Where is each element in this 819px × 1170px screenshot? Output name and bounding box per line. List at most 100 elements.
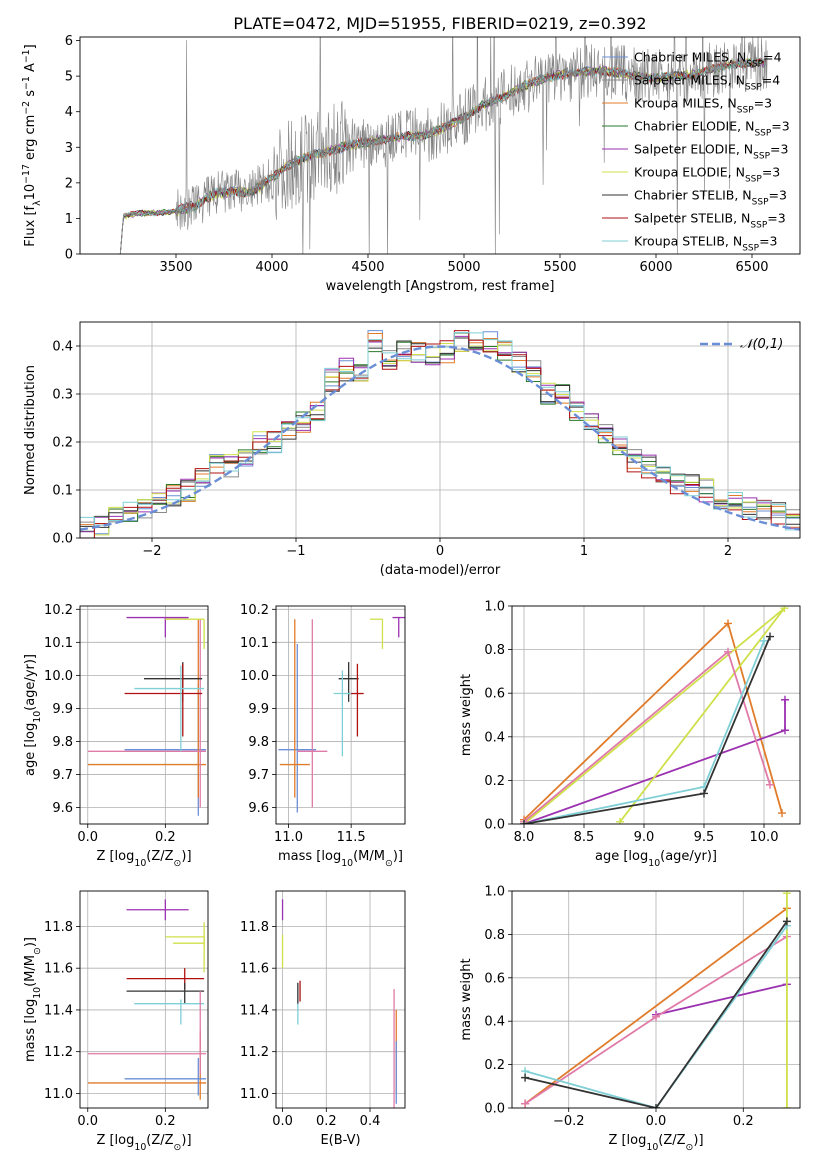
subscript: ⊙: [174, 1142, 182, 1153]
text-span: Chabrier STELIB, N: [634, 188, 752, 203]
text-span: ]: [698, 1133, 703, 1148]
text-span: mass weight: [459, 674, 474, 756]
text-span: =3: [769, 188, 787, 203]
y-tick-label: 9.7: [52, 768, 73, 783]
y-tick-label: 0.6: [484, 687, 505, 702]
weight-marker: [521, 1099, 530, 1108]
y-tick-label: 11.4: [240, 1003, 269, 1018]
text-span: Kroupa MILES, N: [634, 96, 737, 111]
x-tick-label: 0.0: [272, 1114, 293, 1129]
age-vs-mass-panel: 11.0 11.5 9.6 9.7 9.8 9.9 10.0 10.1 10.2 mass [lo…: [240, 603, 406, 869]
y-tick-label: 0: [65, 248, 73, 263]
weight-marker: [616, 817, 624, 824]
y-axis-label: mass weight: [459, 958, 474, 1040]
x-tick-label: 9.5: [694, 830, 715, 845]
y-tick-label: 11.2: [240, 1045, 269, 1060]
text-span: E(B-V): [320, 1133, 360, 1148]
text-span: Salpeter MILES, N: [634, 73, 745, 88]
text-span: 10: [23, 184, 38, 201]
y-tick-label: 9.6: [52, 801, 73, 816]
text-span: =3: [762, 165, 780, 180]
y-tick-label: 9.9: [248, 702, 269, 717]
weight-line: [524, 925, 788, 1108]
text-span: ]: [23, 937, 38, 942]
y-tick-label: 1.0: [484, 885, 505, 900]
x-tick-label: 0.2: [733, 1114, 754, 1129]
weight-vs-metallicity-panel: −0.2 0.0 0.2 0.0 0.2 0.4 0.6 0.8 1.0 Z [log10(Z/Z…: [459, 885, 801, 1153]
text-span: Kroupa STELIB, N: [634, 234, 742, 249]
text-span: Flux [f: [23, 205, 38, 246]
text-span: (: [658, 1133, 663, 1148]
text-span: M/M: [358, 849, 385, 864]
text-span: Z/Z: [663, 1133, 685, 1148]
x-tick-label: 0.0: [77, 830, 98, 845]
x-tick-label: 10.0: [750, 830, 779, 845]
y-tick-label: 0.3: [52, 388, 73, 403]
subscript: λ: [32, 200, 43, 206]
text-span: Z [log: [96, 1133, 134, 1148]
x-tick-label: 8.0: [514, 830, 535, 845]
subscript: SSP: [746, 60, 763, 70]
x-tick-label: −0.2: [553, 1114, 585, 1129]
y-tick-label: 4: [65, 105, 73, 120]
y-tick-label: 11.8: [44, 920, 73, 935]
x-axis-label: Z [log10(Z/Z⊙)]: [608, 1133, 703, 1153]
y-tick-label: 0.8: [484, 643, 505, 658]
weight-marker: [766, 780, 774, 789]
y-tick-label: 1: [65, 212, 73, 227]
plot-area: [521, 891, 791, 1108]
weight-line: [523, 699, 786, 824]
text-span: ]: [186, 849, 191, 864]
text-span: =3: [754, 96, 772, 111]
y-tick-label: 9.8: [248, 735, 269, 750]
text-span: (: [146, 1133, 151, 1148]
y-tick-label: 0.2: [484, 1058, 505, 1073]
y-tick-label: 0.4: [484, 730, 505, 745]
subscript: SSP: [753, 152, 770, 162]
x-axis-label: (data-model)/error: [380, 563, 501, 578]
mass-vs-ebv-panel: 0.0 0.2 0.4 11.0 11.2 11.4 11.6 11.8 E(B-V): [240, 890, 406, 1148]
subscript: ⊙: [686, 1142, 694, 1153]
text-span: Chabrier MILES, N: [634, 50, 746, 65]
text-span: mass [log: [23, 999, 38, 1062]
legend-label: Chabrier MILES, NSSP=4: [634, 50, 782, 70]
x-tick-label: 5000: [447, 260, 480, 275]
y-tick-label: 9.9: [52, 702, 73, 717]
weight-marker: [780, 606, 789, 613]
y-tick-label: 11.6: [44, 962, 73, 977]
plot-area: [278, 616, 405, 813]
text-span: A: [23, 63, 38, 76]
y-tick-label: 11.4: [44, 1003, 73, 1018]
subscript: 10: [648, 858, 660, 869]
subscript: ⊙: [32, 947, 43, 955]
superscript: −2: [21, 101, 32, 115]
subscript: SSP: [750, 221, 767, 231]
y-tick-label: 11.2: [44, 1045, 73, 1060]
text-span: Z/Z: [151, 1133, 173, 1148]
y-tick-label: 11.8: [240, 920, 269, 935]
y-tick-label: 10.2: [240, 603, 269, 618]
text-span: Z/Z: [151, 849, 173, 864]
weight-line: [523, 607, 786, 824]
subscript: 10: [646, 1142, 658, 1153]
axes-frame: [79, 605, 209, 825]
text-span: ): [181, 1133, 186, 1148]
text-span: ): [693, 1133, 698, 1148]
subscript: SSP: [745, 175, 762, 185]
x-tick-label: 5500: [543, 260, 576, 275]
mass-vs-metallicity-panel: 0.0 0.211.011.211.411.611.8Z [log10(Z/Z⊙)…: [23, 890, 209, 1153]
y-tick-label: 3: [65, 141, 73, 156]
text-span: s: [23, 90, 38, 101]
text-span: M/M: [23, 955, 38, 982]
subscript: 10: [32, 987, 43, 999]
y-tick-label: 11.0: [240, 1087, 269, 1102]
y-tick-label: 0.4: [52, 340, 73, 355]
y-axis-label: mass weight: [459, 674, 474, 756]
x-tick-label: 11.0: [274, 830, 303, 845]
y-tick-label: 0.0: [52, 532, 73, 547]
plot-area: [87, 899, 207, 1100]
subscript: SSP: [737, 106, 754, 116]
text-span: Chabrier ELODIE, N: [634, 119, 754, 134]
text-span: (: [353, 849, 358, 864]
